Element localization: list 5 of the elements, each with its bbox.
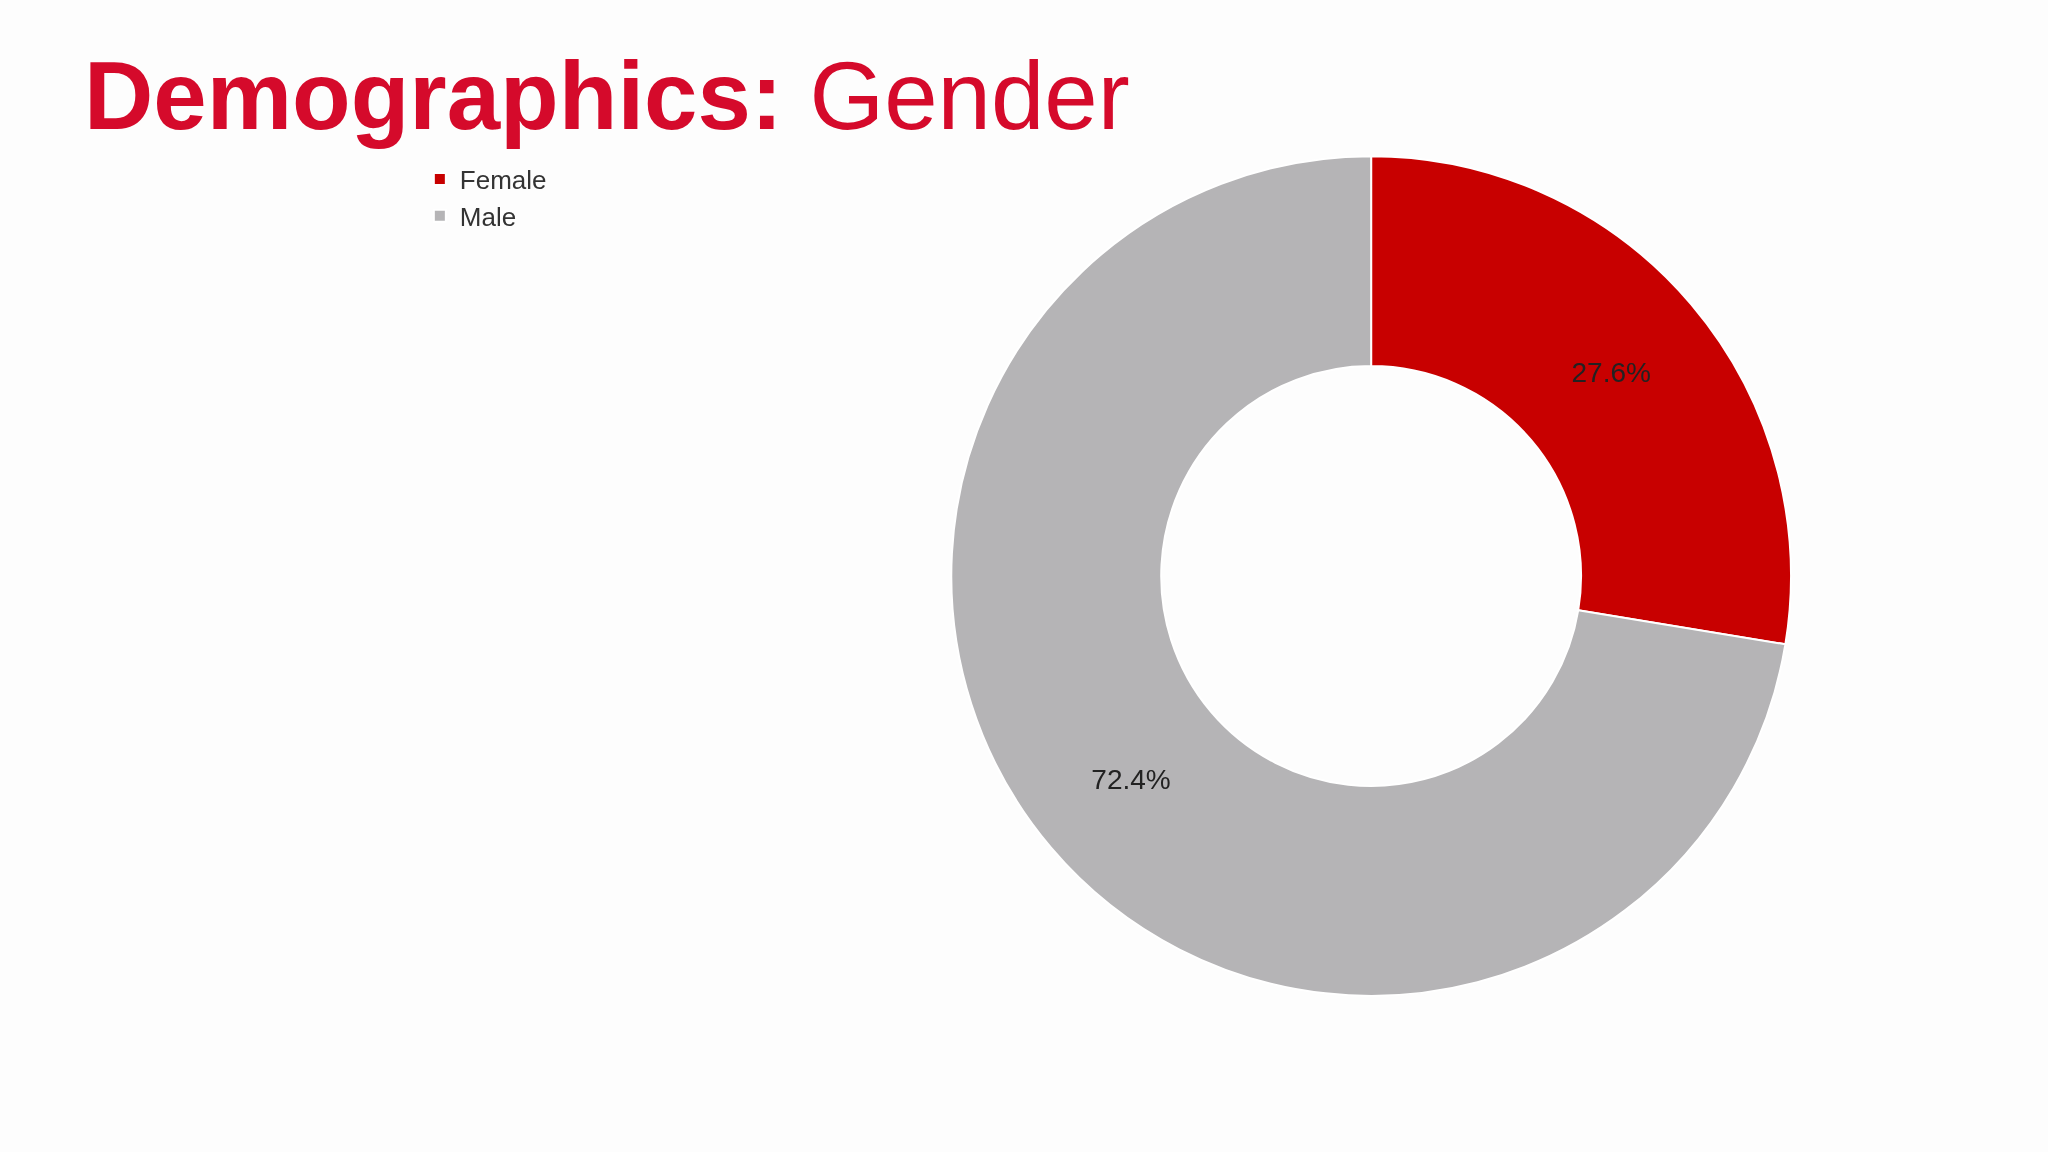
data-label: 72.4% bbox=[1091, 764, 1171, 796]
legend-label: Male bbox=[459, 201, 517, 232]
data-label: 27.6% bbox=[1571, 356, 1651, 388]
legend-label: Female bbox=[459, 165, 547, 196]
chart-title: Demographics: Gender bbox=[84, 42, 1130, 150]
